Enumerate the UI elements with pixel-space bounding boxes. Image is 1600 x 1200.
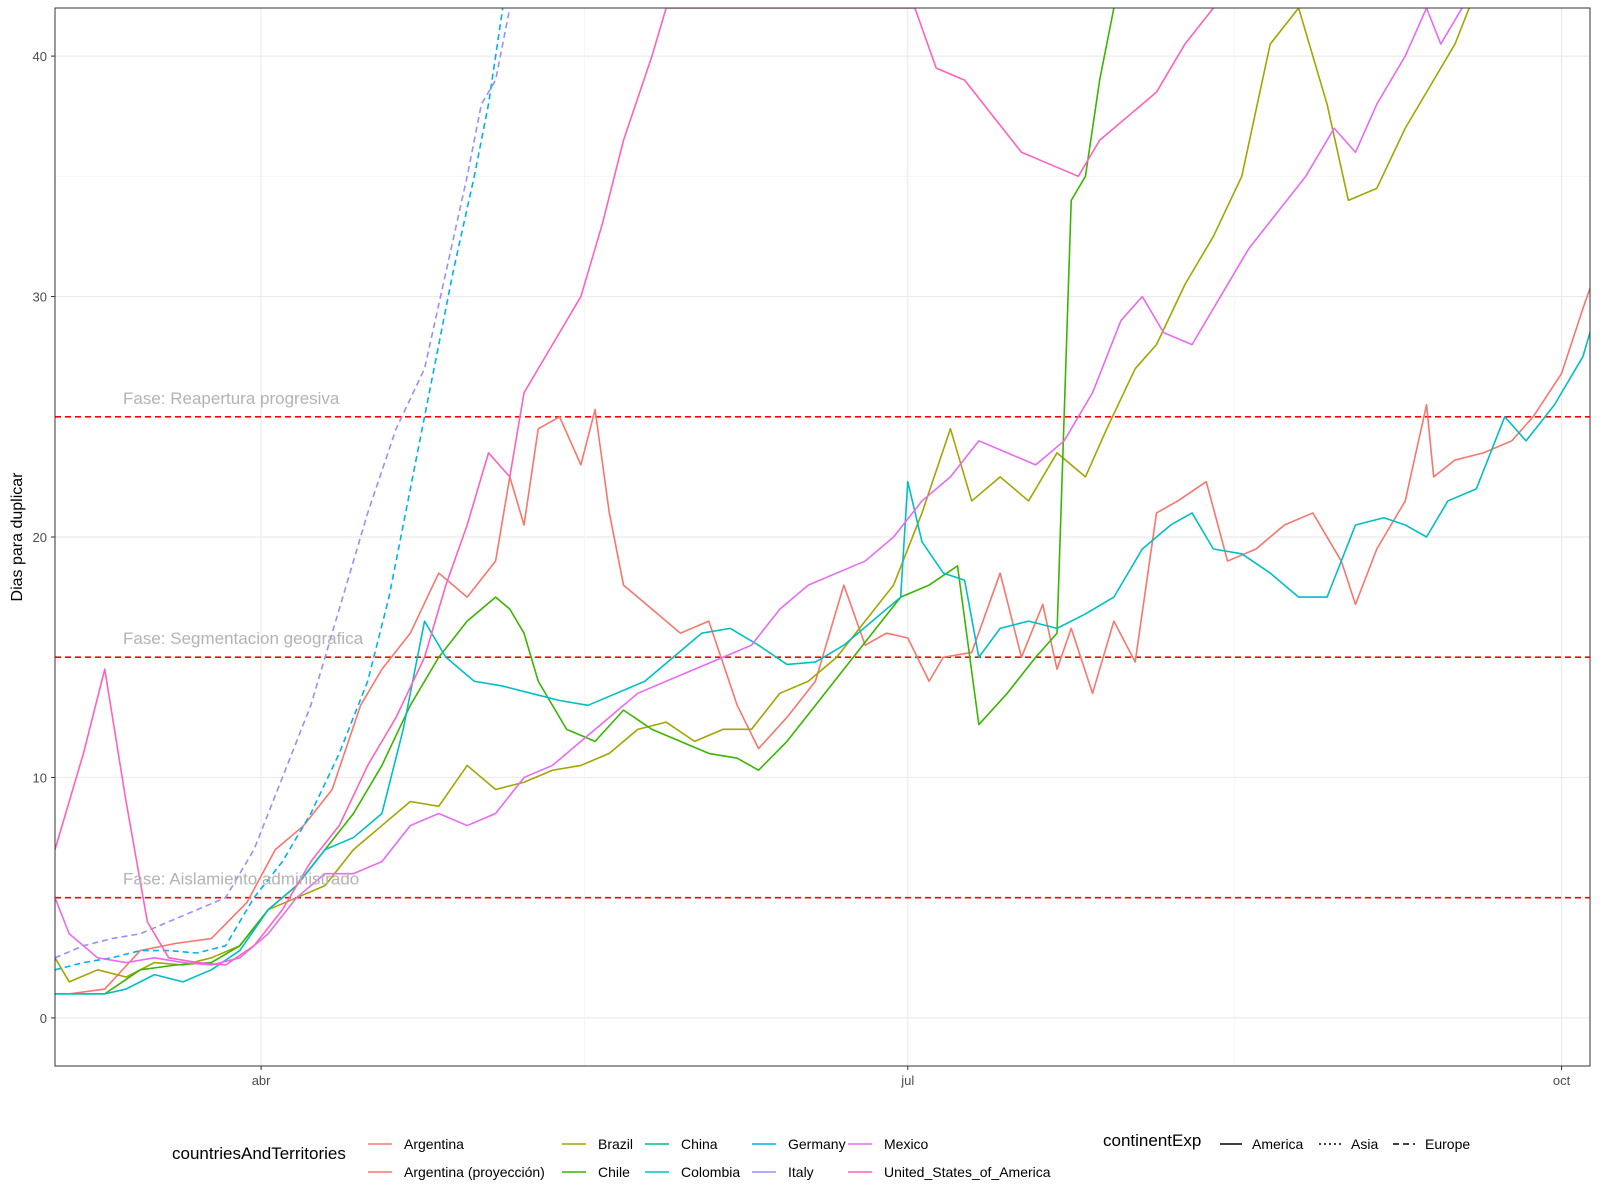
x-tick-label: abr [252, 1073, 271, 1088]
legend-label: Germany [788, 1136, 846, 1152]
y-tick-label: 30 [33, 290, 47, 305]
y-tick-label: 20 [33, 530, 47, 545]
legend-label: Italy [788, 1164, 814, 1180]
legend-linetype-label: Asia [1351, 1136, 1378, 1152]
reference-labels: Fase: Aislamiento administrado Fase: Segm… [123, 389, 364, 889]
reference-lines [55, 415, 1590, 899]
series-layer [55, 8, 1590, 995]
y-tick-label: 40 [33, 49, 47, 64]
legend-linetype-label: America [1252, 1136, 1304, 1152]
legend-label: Brazil [598, 1136, 633, 1152]
series-line [55, 8, 511, 959]
legend-label: Chile [598, 1164, 630, 1180]
x-tick-label: jul [900, 1073, 914, 1088]
x-tick-label: oct [1553, 1073, 1571, 1088]
series-line [55, 8, 1214, 966]
legend-linetype-label: Europe [1425, 1136, 1470, 1152]
series-line [55, 8, 1463, 966]
legend-title-continent: continentExp [1103, 1131, 1201, 1150]
reference-line-label: Fase: Segmentacion geografica [123, 629, 364, 648]
y-tick-label: 0 [40, 1011, 47, 1026]
legend-label: Argentina [404, 1136, 464, 1152]
y-tick-label: 10 [33, 770, 47, 785]
legend: countriesAndTerritories Argentina Argentin… [172, 1131, 1470, 1180]
axes: 0 10 20 30 40 abr jul oct [33, 49, 1571, 1088]
series-line [55, 8, 504, 971]
legend-label: Colombia [681, 1164, 740, 1180]
series-line [55, 329, 1590, 995]
series-line [69, 286, 1590, 995]
legend-label: United_States_of_America [884, 1164, 1051, 1180]
y-axis-label: Dias para duplicar [9, 472, 26, 602]
reference-line-label: Fase: Reapertura progresiva [123, 389, 340, 408]
legend-title-countries: countriesAndTerritories [172, 1144, 346, 1163]
legend-label: Mexico [884, 1136, 929, 1152]
reference-line-label: Fase: Aislamiento administrado [123, 870, 359, 889]
legend-label: Argentina (proyección) [404, 1164, 545, 1180]
legend-label: China [681, 1136, 718, 1152]
